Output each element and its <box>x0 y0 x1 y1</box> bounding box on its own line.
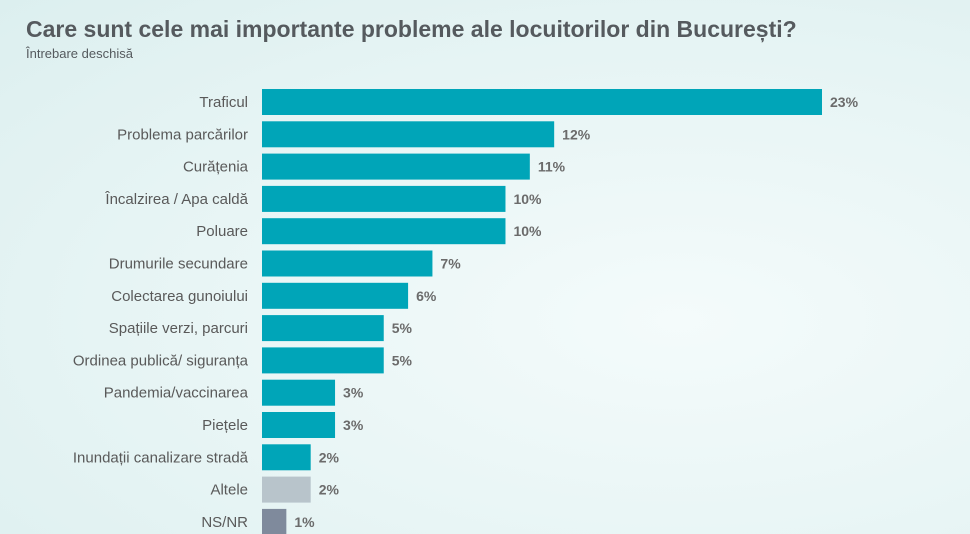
category-label: Problema parcărilor <box>117 126 248 143</box>
bar <box>262 121 555 148</box>
bar <box>262 89 822 115</box>
category-label: Piețele <box>202 417 248 434</box>
data-label: 1% <box>294 514 315 530</box>
bar <box>262 444 311 471</box>
bar <box>262 476 311 503</box>
chart-title: Care sunt cele mai importante probleme a… <box>26 16 797 42</box>
category-label: Poluare <box>196 223 248 240</box>
category-label: Drumurile secundare <box>109 256 248 273</box>
bar <box>262 379 336 406</box>
category-label: Altele <box>210 482 248 499</box>
bar <box>262 347 384 374</box>
category-label: Curățenia <box>183 159 249 176</box>
data-label: 6% <box>416 288 437 304</box>
category-label: NS/NR <box>201 514 248 531</box>
category-label: Inundații canalizare stradă <box>73 449 249 466</box>
data-label: 12% <box>562 126 591 142</box>
chart-subtitle: Întrebare deschisă <box>26 46 133 61</box>
data-label: 5% <box>392 352 413 368</box>
bar <box>262 218 506 245</box>
category-label: Ordinea publică/ siguranța <box>73 352 249 369</box>
category-label: Spațiile verzi, parcuri <box>109 320 248 337</box>
bar <box>262 315 384 342</box>
data-label: 3% <box>343 417 364 433</box>
bar <box>262 412 336 438</box>
bar <box>262 185 506 212</box>
data-label: 2% <box>319 449 340 465</box>
category-label: Încalzirea / Apa caldă <box>104 191 248 208</box>
bar <box>262 508 287 534</box>
bar <box>262 282 409 309</box>
data-label: 5% <box>392 320 413 336</box>
category-label: Pandemia/vaccinarea <box>104 385 249 402</box>
data-label: 11% <box>538 159 566 175</box>
data-label: 3% <box>343 385 364 401</box>
data-label: 10% <box>513 191 542 207</box>
data-label: 10% <box>513 223 542 239</box>
bar <box>262 153 530 180</box>
data-label: 7% <box>440 256 461 272</box>
bar <box>262 250 433 277</box>
data-label: 23% <box>830 94 859 110</box>
data-label: 2% <box>319 482 340 498</box>
category-label: Traficul <box>199 94 248 111</box>
category-label: Colectarea gunoiului <box>111 288 248 305</box>
